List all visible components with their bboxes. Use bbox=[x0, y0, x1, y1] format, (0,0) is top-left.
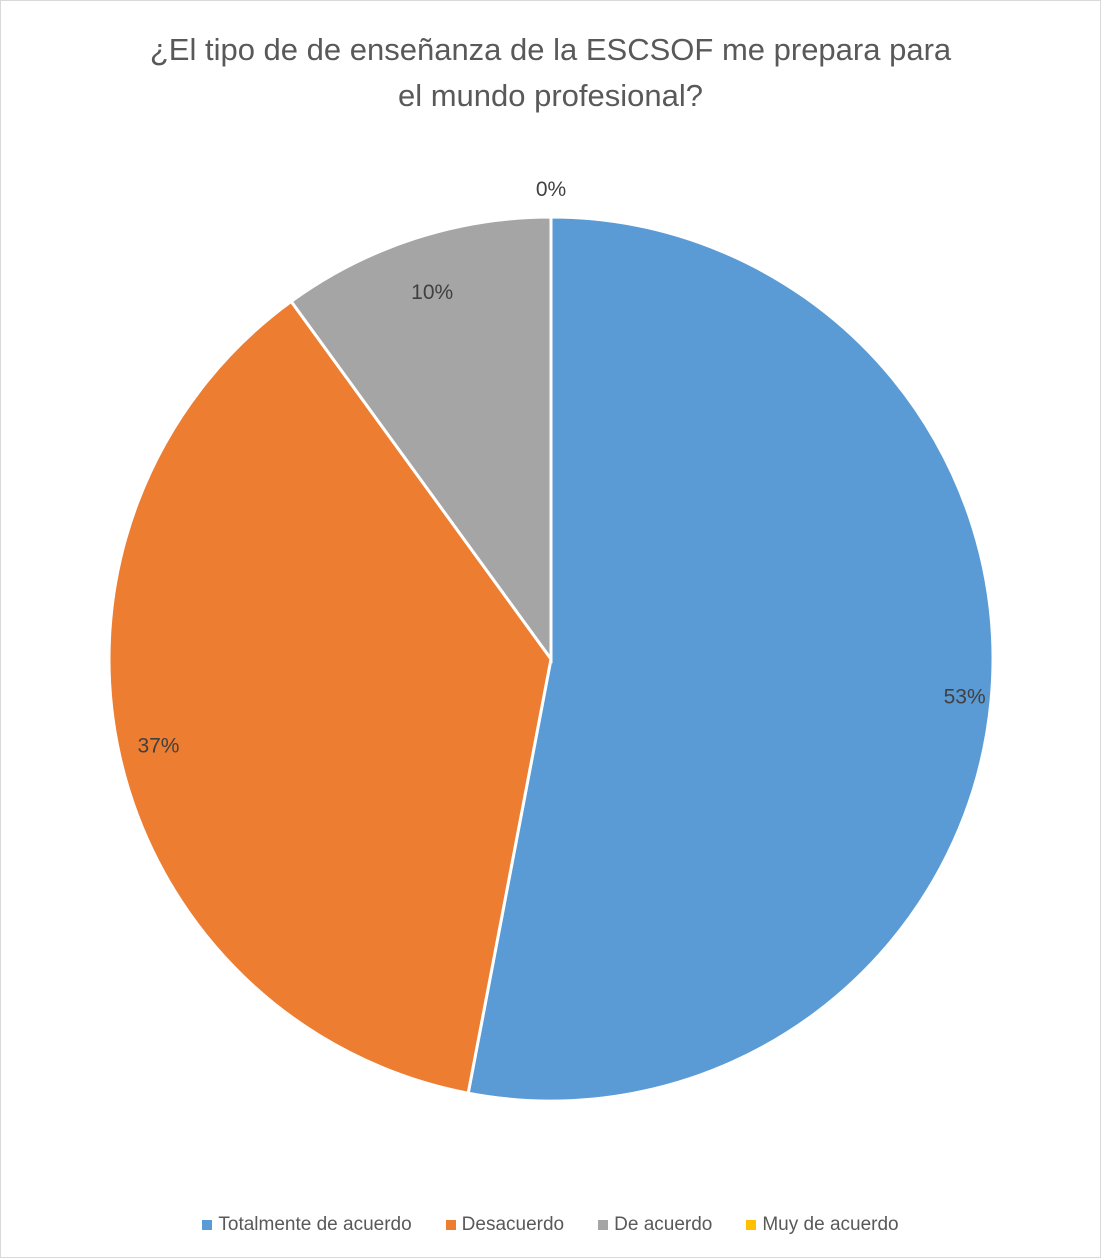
legend-label: De acuerdo bbox=[614, 1214, 713, 1235]
chart-title: ¿El tipo de de enseñanza de la ESCSOF me… bbox=[1, 27, 1100, 119]
legend-label: Totalmente de acuerdo bbox=[218, 1214, 412, 1235]
legend-swatch-icon bbox=[598, 1220, 609, 1230]
legend-swatch-icon bbox=[445, 1220, 456, 1230]
chart-title-line-1: ¿El tipo de de enseñanza de la ESCSOF me… bbox=[149, 32, 952, 67]
legend-label: Desacuerdo bbox=[461, 1214, 565, 1235]
data-label-de-acuerdo: 10% bbox=[411, 281, 453, 304]
chart-title-line-2: el mundo profesional? bbox=[397, 78, 704, 113]
data-label-muy-de-acuerdo: 0% bbox=[536, 178, 566, 201]
legend: Totalmente de acuerdo Desacuerdo De acue… bbox=[1, 1214, 1100, 1236]
legend-swatch-icon bbox=[746, 1220, 757, 1230]
legend-item-desacuerdo[interactable]: Desacuerdo bbox=[445, 1214, 565, 1236]
legend-label: Muy de acuerdo bbox=[762, 1214, 899, 1235]
data-label-desacuerdo: 37% bbox=[137, 734, 179, 757]
legend-swatch-icon bbox=[202, 1220, 213, 1230]
data-label-totalmente-de-acuerdo: 53% bbox=[944, 686, 986, 709]
legend-item-totalmente-de-acuerdo[interactable]: Totalmente de acuerdo bbox=[202, 1214, 412, 1236]
legend-item-de-acuerdo[interactable]: De acuerdo bbox=[598, 1214, 712, 1236]
pie-slice-de-acuerdo[interactable] bbox=[289, 215, 553, 664]
legend-item-muy-de-acuerdo[interactable]: Muy de acuerdo bbox=[746, 1214, 899, 1236]
pie-slice-totalmente-de-acuerdo[interactable] bbox=[466, 215, 995, 1103]
pie-slice-desacuerdo[interactable] bbox=[107, 299, 553, 1095]
